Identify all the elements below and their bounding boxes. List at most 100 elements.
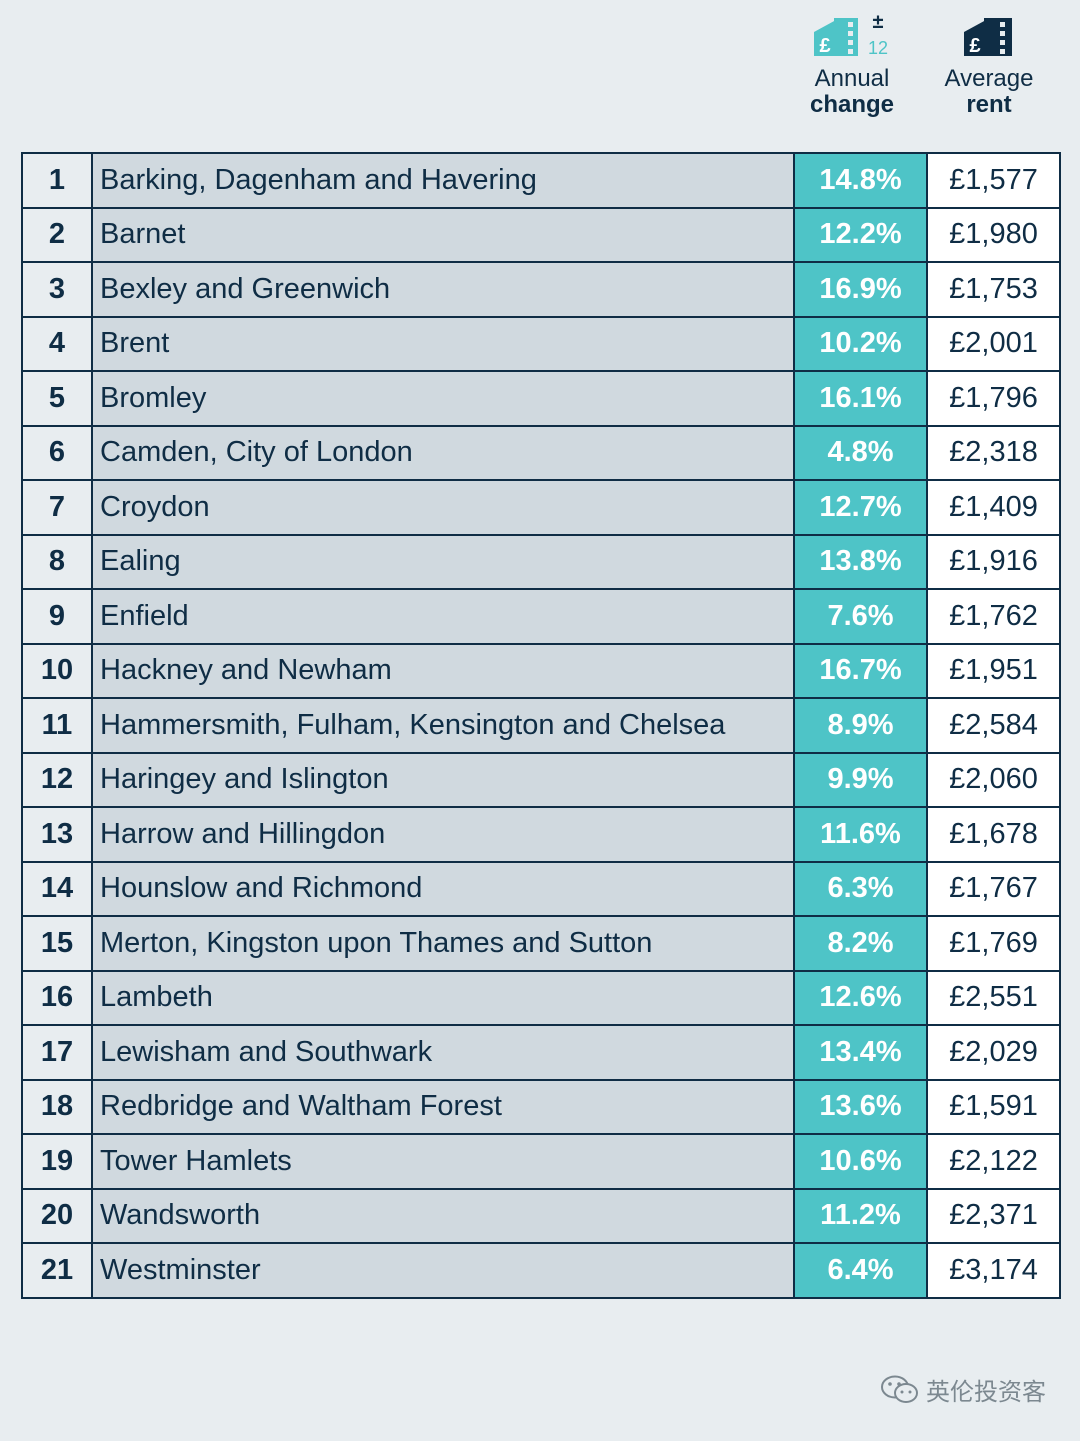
average-rent-header: £ Average rent: [918, 12, 1060, 118]
rent-table: 1 Barking, Dagenham and Havering 14.8% £1,5…: [21, 152, 1061, 1299]
rank-cell: 18: [21, 1078, 93, 1135]
rank-cell: 9: [21, 588, 93, 645]
months-mark: 12: [868, 38, 888, 58]
average-rent-cell: £1,409: [926, 479, 1061, 536]
watermark: 英伦投资客: [880, 1372, 1046, 1407]
average-rent-cell: £1,753: [926, 261, 1061, 318]
rank-cell: 13: [21, 806, 93, 863]
area-cell: Hackney and Newham: [91, 642, 795, 699]
table-row: 15 Merton, Kingston upon Thames and Sutto…: [21, 915, 1061, 972]
table-row: 9 Enfield 7.6% £1,762: [21, 588, 1061, 645]
rank-cell: 10: [21, 642, 93, 699]
table-row: 5 Bromley 16.1% £1,796: [21, 370, 1061, 427]
annual-change-cell: 12.6%: [793, 969, 928, 1026]
svg-text:£: £: [819, 35, 830, 57]
average-rent-cell: £1,769: [926, 915, 1061, 972]
annual-change-cell: 16.1%: [793, 370, 928, 427]
annual-change-cell: 13.8%: [793, 533, 928, 590]
table-row: 14 Hounslow and Richmond 6.3% £1,767: [21, 860, 1061, 917]
table-row: 17 Lewisham and Southwark 13.4% £2,029: [21, 1024, 1061, 1081]
area-cell: Westminster: [91, 1242, 795, 1299]
average-rent-cell: £1,980: [926, 206, 1061, 263]
annual-change-cell: 7.6%: [793, 588, 928, 645]
annual-change-cell: 14.8%: [793, 152, 928, 209]
table-row: 1 Barking, Dagenham and Havering 14.8% £1,5…: [21, 152, 1061, 209]
average-rent-cell: £2,551: [926, 969, 1061, 1026]
table-row: 2 Barnet 12.2% £1,980: [21, 206, 1061, 263]
area-cell: Barking, Dagenham and Havering: [91, 152, 795, 209]
building-pound-change-icon: £ ± 12: [814, 12, 888, 58]
area-cell: Camden, City of London: [91, 424, 795, 481]
area-cell: Wandsworth: [91, 1187, 795, 1244]
average-rent-cell: £2,371: [926, 1187, 1061, 1244]
area-cell: Barnet: [91, 206, 795, 263]
average-rent-cell: £2,318: [926, 424, 1061, 481]
average-rent-cell: £1,591: [926, 1078, 1061, 1135]
rank-cell: 15: [21, 915, 93, 972]
rank-cell: 5: [21, 370, 93, 427]
rank-cell: 7: [21, 479, 93, 536]
table-row: 8 Ealing 13.8% £1,916: [21, 533, 1061, 590]
table-row: 12 Haringey and Islington 9.9% £2,060: [21, 751, 1061, 808]
area-cell: Hammersmith, Fulham, Kensington and Chel…: [91, 697, 795, 754]
average-rent-cell: £2,001: [926, 315, 1061, 372]
rank-cell: 12: [21, 751, 93, 808]
rank-cell: 17: [21, 1024, 93, 1081]
average-rent-cell: £2,060: [926, 751, 1061, 808]
table-row: 7 Croydon 12.7% £1,409: [21, 479, 1061, 536]
average-rent-cell: £1,762: [926, 588, 1061, 645]
area-cell: Lewisham and Southwark: [91, 1024, 795, 1081]
annual-change-cell: 11.6%: [793, 806, 928, 863]
average-rent-cell: £3,174: [926, 1242, 1061, 1299]
annual-change-label-line1: Annual: [814, 65, 890, 92]
annual-change-cell: 6.4%: [793, 1242, 928, 1299]
annual-change-cell: 4.8%: [793, 424, 928, 481]
table-row: 3 Bexley and Greenwich 16.9% £1,753: [21, 261, 1061, 318]
table-row: 6 Camden, City of London 4.8% £2,318: [21, 424, 1061, 481]
annual-change-cell: 10.2%: [793, 315, 928, 372]
rank-cell: 14: [21, 860, 93, 917]
annual-change-cell: 8.9%: [793, 697, 928, 754]
area-cell: Hounslow and Richmond: [91, 860, 795, 917]
table-row: 10 Hackney and Newham 16.7% £1,951: [21, 642, 1061, 699]
average-rent-cell: £1,951: [926, 642, 1061, 699]
table-row: 4 Brent 10.2% £2,001: [21, 315, 1061, 372]
area-cell: Merton, Kingston upon Thames and Sutton: [91, 915, 795, 972]
average-rent-cell: £2,029: [926, 1024, 1061, 1081]
area-cell: Brent: [91, 315, 795, 372]
annual-change-header: £ ± 12 Annual change: [786, 12, 918, 118]
annual-change-cell: 12.2%: [793, 206, 928, 263]
rank-cell: 4: [21, 315, 93, 372]
average-rent-cell: £2,584: [926, 697, 1061, 754]
area-cell: Croydon: [91, 479, 795, 536]
average-rent-cell: £2,122: [926, 1133, 1061, 1190]
annual-change-cell: 16.9%: [793, 261, 928, 318]
annual-change-cell: 11.2%: [793, 1187, 928, 1244]
annual-change-cell: 12.7%: [793, 479, 928, 536]
area-cell: Harrow and Hillingdon: [91, 806, 795, 863]
table-row: 21 Westminster 6.4% £3,174: [21, 1242, 1061, 1299]
average-rent-cell: £1,796: [926, 370, 1061, 427]
annual-change-cell: 16.7%: [793, 642, 928, 699]
area-cell: Bexley and Greenwich: [91, 261, 795, 318]
table-row: 20 Wandsworth 11.2% £2,371: [21, 1187, 1061, 1244]
rank-cell: 3: [21, 261, 93, 318]
table-row: 16 Lambeth 12.6% £2,551: [21, 969, 1061, 1026]
annual-change-cell: 13.4%: [793, 1024, 928, 1081]
table-row: 11 Hammersmith, Fulham, Kensington and Ch…: [21, 697, 1061, 754]
table-row: 13 Harrow and Hillingdon 11.6% £1,678: [21, 806, 1061, 863]
area-cell: Redbridge and Waltham Forest: [91, 1078, 795, 1135]
average-rent-cell: £1,916: [926, 533, 1061, 590]
rank-cell: 16: [21, 969, 93, 1026]
average-rent-cell: £1,577: [926, 152, 1061, 209]
area-cell: Bromley: [91, 370, 795, 427]
area-cell: Ealing: [91, 533, 795, 590]
annual-change-cell: 6.3%: [793, 860, 928, 917]
average-rent-label-line2: rent: [966, 91, 1012, 118]
plus-minus-mark: ±: [873, 12, 884, 33]
rank-cell: 1: [21, 152, 93, 209]
building-pound-icon: £: [964, 18, 1012, 57]
annual-change-label-line2: change: [809, 91, 895, 118]
svg-text:£: £: [969, 35, 980, 57]
annual-change-cell: 8.2%: [793, 915, 928, 972]
